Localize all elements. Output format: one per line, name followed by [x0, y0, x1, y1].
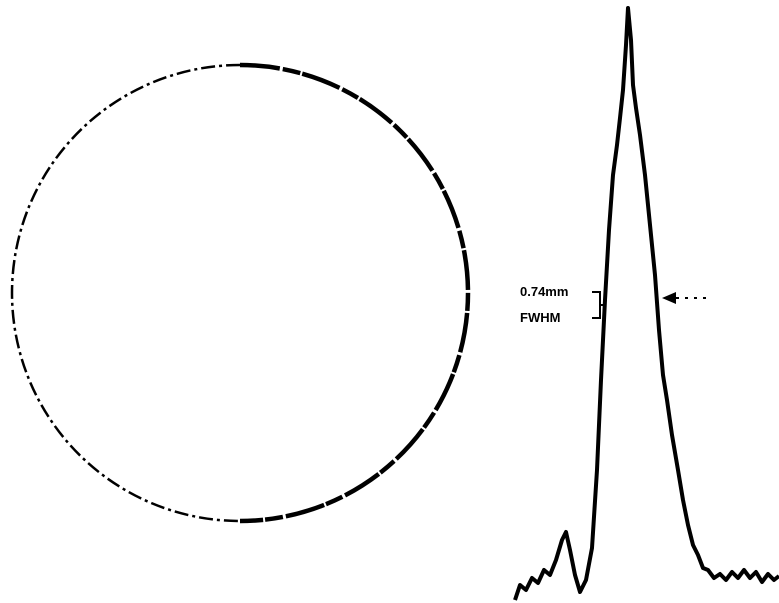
- figure: 0.74mm FWHM: [0, 0, 779, 603]
- fwhm-label: FWHM: [520, 310, 560, 325]
- page: 0.74mm FWHM (() => { const data = JSON.p…: [0, 0, 779, 603]
- fwhm-width: 0.74mm: [520, 284, 568, 299]
- background: [0, 0, 779, 603]
